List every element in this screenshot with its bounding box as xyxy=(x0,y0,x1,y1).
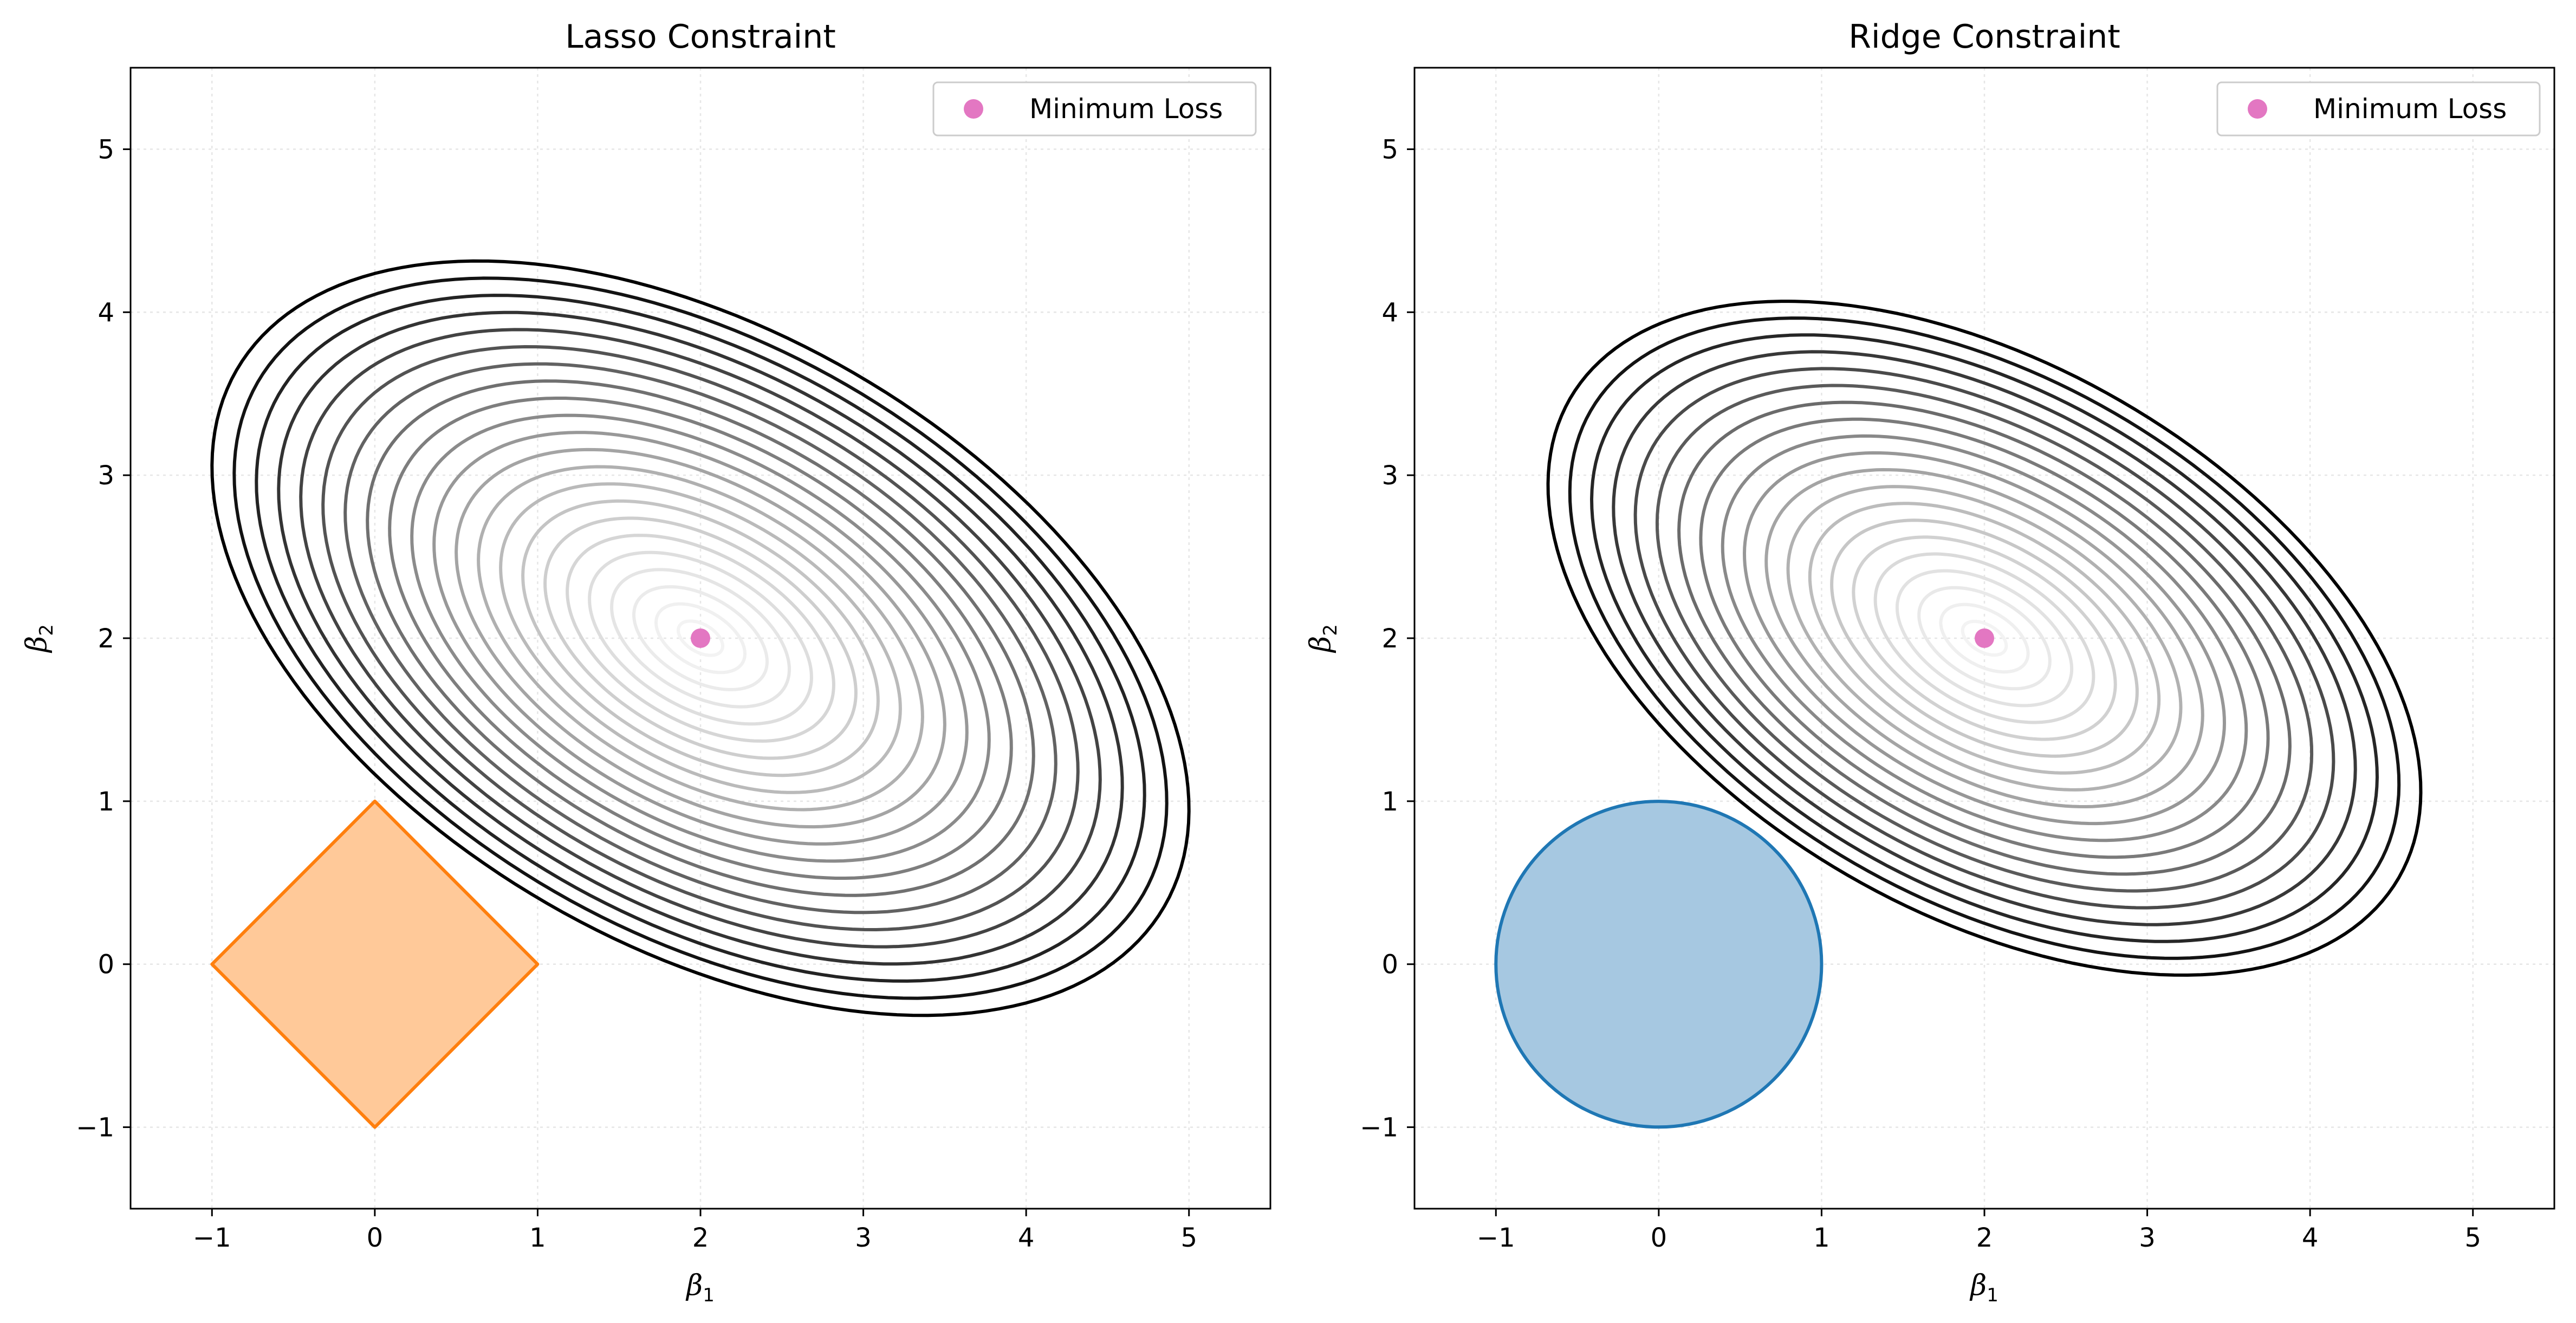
ridge-minimum-loss-point xyxy=(1975,628,1994,648)
lasso-legend: Minimum Loss xyxy=(932,81,1257,137)
lasso-contour-line xyxy=(343,362,1057,915)
lasso-y-tick-label: 2 xyxy=(98,624,114,654)
ridge-y-tick-label: 5 xyxy=(1381,134,1398,165)
ridge-contour-line xyxy=(1655,384,2314,893)
lasso-y-tick-label: 0 xyxy=(98,950,114,980)
ridge-contours xyxy=(1546,300,2423,977)
lasso-legend-label: Minimum Loss xyxy=(1029,93,1223,125)
lasso-contour-line xyxy=(566,534,835,743)
ridge-x-axis-label: β1 xyxy=(1969,1269,1998,1306)
ridge-y-axis-label: β2 xyxy=(1305,624,1341,653)
lasso-x-tick-label: 1 xyxy=(529,1223,546,1253)
ridge-legend: Minimum Loss xyxy=(2216,81,2541,137)
ridge-constraint-circle xyxy=(1494,800,1824,1129)
ridge-x-tick-label: 3 xyxy=(2139,1223,2156,1253)
ridge-contour-line xyxy=(1852,535,2117,741)
ridge-contour-line xyxy=(1808,502,2161,775)
ridge-x-tick-label: 0 xyxy=(1651,1223,1667,1253)
ridge-x-tick-label: 5 xyxy=(2464,1223,2481,1253)
lasso-ticks: −1 0 1 2 3 4 5 −1 0 1 2 3 4 5 xyxy=(76,134,1197,1253)
lasso-contours xyxy=(210,259,1191,1017)
ridge-x-tick-label: 2 xyxy=(1976,1223,1993,1253)
lasso-x-tick-label: −1 xyxy=(193,1223,231,1253)
lasso-legend-box xyxy=(932,81,1257,137)
ridge-contour-line xyxy=(1612,350,2357,926)
ridge-contour-line xyxy=(1895,569,2074,708)
lasso-x-tick-label: 4 xyxy=(1018,1223,1035,1253)
lasso-contour-line xyxy=(277,310,1124,966)
lasso-x-tick-label: 3 xyxy=(855,1223,872,1253)
lasso-contour-line xyxy=(366,379,1035,897)
ridge-contour-line xyxy=(1742,451,2227,826)
ridge-contour-line xyxy=(1873,552,2095,724)
lasso-contour-line xyxy=(232,276,1169,1000)
lasso-y-tick-label: 3 xyxy=(98,461,114,491)
ridge-ticks: −1 0 1 2 3 4 5 −1 0 1 2 3 4 5 xyxy=(1360,134,2481,1253)
ridge-y-tick-label: 4 xyxy=(1381,297,1398,328)
ridge-contour-line xyxy=(1589,333,2379,943)
ridge-contour-line xyxy=(1961,619,2008,657)
lasso-contour-line xyxy=(654,602,747,675)
lasso-x-axis-label: β1 xyxy=(685,1269,715,1306)
lasso-legend-marker xyxy=(964,99,983,119)
ridge-contour-line xyxy=(1830,518,2139,758)
ridge-contour-line xyxy=(1786,485,2183,792)
lasso-contour-line xyxy=(299,328,1102,949)
lasso-contour-line xyxy=(499,482,902,794)
ridge-legend-label: Minimum Loss xyxy=(2313,93,2507,125)
ridge-contour-line xyxy=(1546,300,2423,977)
lasso-minimum-loss-point xyxy=(691,628,710,648)
ridge-contour-line xyxy=(1721,434,2248,842)
ridge-constraint-region xyxy=(1494,800,1824,1129)
ridge-contour-line xyxy=(1764,468,2204,809)
ridge-x-tick-label: 1 xyxy=(1813,1223,1830,1253)
lasso-y-tick-label: −1 xyxy=(76,1113,114,1143)
lasso-constraint-diamond xyxy=(210,799,540,1129)
ridge-y-tick-label: 0 xyxy=(1381,950,1398,980)
lasso-contour-line xyxy=(388,397,1013,880)
lasso-y-tick-label: 1 xyxy=(98,787,114,817)
ridge-contour-line xyxy=(1939,602,2030,674)
ridge-y-tick-label: 2 xyxy=(1381,624,1398,654)
ridge-y-tick-label: 3 xyxy=(1381,461,1398,491)
lasso-contour-line xyxy=(543,516,858,760)
lasso-x-tick-label: 0 xyxy=(367,1223,384,1253)
ridge-y-tick-label: 1 xyxy=(1381,787,1398,817)
lasso-contour-line xyxy=(410,413,991,863)
lasso-contour-line xyxy=(677,619,724,657)
lasso-contour-line xyxy=(432,431,969,846)
lasso-contour-line xyxy=(255,294,1146,983)
ridge-y-tick-label: −1 xyxy=(1360,1113,1398,1143)
ridge-legend-marker xyxy=(2248,99,2267,119)
lasso-contour-line xyxy=(321,345,1080,932)
lasso-y-tick-label: 5 xyxy=(98,134,114,165)
ridge-contour-line xyxy=(1917,586,2052,691)
ridge-x-tick-label: 4 xyxy=(2302,1223,2319,1253)
lasso-contour-line xyxy=(610,568,791,709)
ridge-x-tick-label: −1 xyxy=(1477,1223,1515,1253)
lasso-constraint-region xyxy=(210,799,540,1129)
lasso-title: Lasso Constraint xyxy=(565,18,836,56)
ridge-legend-box xyxy=(2216,81,2541,137)
ridge-contour-line xyxy=(1633,367,2335,910)
ridge-contour-line xyxy=(1699,417,2270,859)
ridge-contour-line xyxy=(1677,400,2292,876)
lasso-y-tick-label: 4 xyxy=(98,297,114,328)
lasso-contour-line xyxy=(210,259,1191,1017)
lasso-minimum-marker-layer xyxy=(691,628,710,648)
lasso-contour-line xyxy=(588,550,813,726)
ridge-contour-line xyxy=(1568,316,2401,960)
ridge-minimum-marker-layer xyxy=(1975,628,1994,648)
lasso-contour-line xyxy=(455,448,946,829)
lasso-x-tick-label: 5 xyxy=(1180,1223,1197,1253)
ridge-title: Ridge Constraint xyxy=(1848,18,2120,56)
lasso-y-axis-label: β2 xyxy=(21,624,57,653)
lasso-contour-line xyxy=(521,499,880,777)
lasso-x-tick-label: 2 xyxy=(692,1223,709,1253)
lasso-contour-line xyxy=(632,585,769,691)
lasso-contour-line xyxy=(477,465,924,812)
